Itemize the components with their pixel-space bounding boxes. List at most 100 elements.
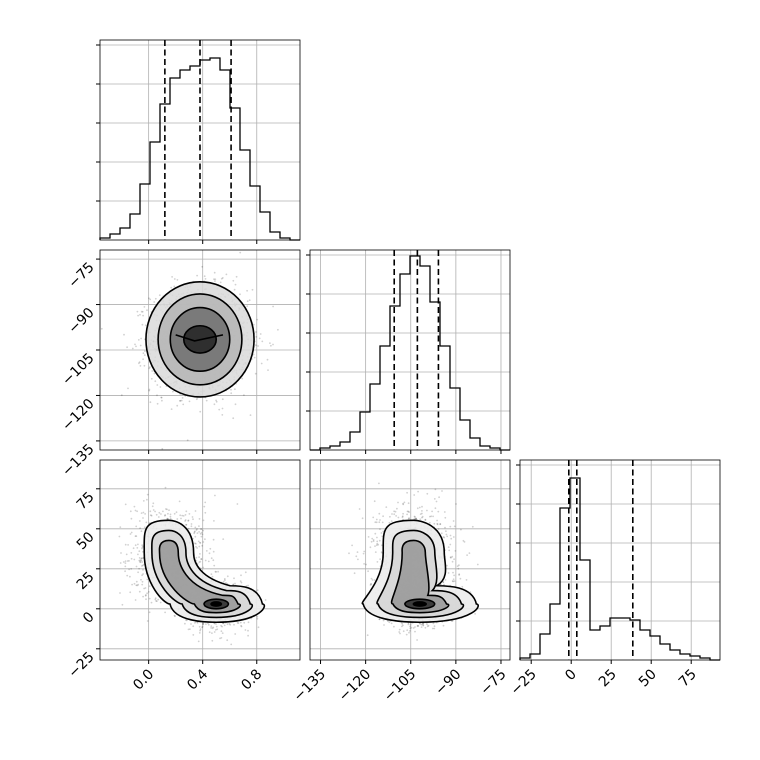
scatter-point [178, 500, 181, 503]
scatter-point [237, 622, 240, 624]
scatter-point [127, 387, 129, 390]
scatter-point [137, 571, 140, 574]
scatter-point [367, 570, 369, 573]
scatter-point [200, 558, 203, 560]
scatter-point [185, 523, 188, 526]
scatter-point [419, 518, 422, 521]
scatter-point [211, 627, 214, 630]
scatter-point [138, 520, 141, 522]
scatter-point [205, 623, 207, 625]
scatter-point [221, 414, 224, 416]
scatter-point [164, 486, 167, 489]
scatter-point [230, 392, 233, 395]
scatter-point [272, 305, 274, 308]
scatter-point [376, 536, 378, 539]
scatter-point [195, 542, 197, 545]
scatter-point [213, 631, 216, 633]
scatter-point [198, 561, 201, 563]
scatter-point [259, 333, 262, 335]
scatter-point [143, 306, 146, 308]
scatter-point [215, 571, 218, 573]
scatter-point [393, 625, 395, 628]
scatter-point [142, 550, 144, 553]
scatter-point [164, 514, 166, 517]
scatter-point [396, 507, 398, 510]
scatter-point [134, 509, 137, 512]
scatter-point [453, 558, 455, 561]
scatter-point [176, 518, 179, 520]
panel-scatter-1-0 [99, 249, 301, 451]
contour-2-0-1 [151, 529, 254, 619]
scatter-point [146, 493, 149, 496]
scatter-point [148, 388, 151, 391]
scatter-point [150, 601, 153, 604]
contour-1-0-2 [169, 306, 231, 373]
scatter-point [220, 630, 223, 633]
scatter-point [148, 389, 151, 392]
scatter-point [355, 555, 358, 558]
scatter-point [442, 581, 445, 583]
scatter-point [169, 515, 172, 518]
scatter-point [194, 542, 196, 545]
scatter-point [235, 275, 238, 278]
scatter-point [212, 559, 215, 562]
scatter-point [253, 356, 256, 359]
scatter-point [146, 498, 148, 501]
scatter-point [439, 523, 442, 525]
scatter-point [403, 501, 406, 504]
scatter-point [402, 503, 405, 506]
scatter-point [255, 344, 257, 347]
scatter-point [394, 510, 397, 513]
scatter-point [421, 516, 423, 519]
scatter-point [136, 310, 139, 313]
scatter-point [257, 345, 259, 347]
scatter-point [212, 538, 215, 541]
scatter-point [388, 621, 391, 624]
scatter-point [452, 520, 455, 522]
scatter-point [202, 622, 205, 625]
scatter-point [141, 580, 144, 583]
hist-1-steps [310, 255, 510, 451]
scatter-point [144, 324, 147, 327]
scatter-point [200, 531, 203, 534]
scatter-point [401, 515, 404, 518]
scatter-point [245, 585, 248, 587]
scatter-point [270, 344, 272, 347]
contour-2-0-peak [210, 601, 223, 607]
scatter-point [246, 305, 249, 307]
scatter-point [149, 401, 152, 404]
scatter-point [445, 530, 447, 533]
scatter-point [167, 518, 170, 520]
scatter-point [156, 394, 158, 397]
scatter-point [135, 565, 138, 568]
scatter-point [142, 511, 145, 514]
frame-scatter-2-0 [99, 459, 301, 661]
scatter-point [180, 399, 183, 402]
scatter-point [458, 573, 461, 576]
scatter-point [415, 518, 417, 520]
scatter-point [371, 537, 374, 540]
scatter-point [417, 625, 420, 627]
scatter-point [139, 313, 141, 316]
scatter-point [266, 358, 269, 361]
scatter-point [209, 547, 212, 550]
scatter-point [166, 508, 168, 511]
scatter-point [459, 577, 462, 580]
scatter-point [272, 343, 274, 346]
scatter-point [451, 560, 454, 563]
scatter-point [401, 625, 403, 628]
scatter-point [192, 518, 194, 521]
scatter-point [137, 583, 140, 586]
scatter-point [196, 532, 199, 534]
scatter-point [220, 637, 223, 639]
scatter-point [226, 575, 229, 578]
scatter-point [213, 564, 216, 567]
scatter-point [187, 519, 190, 522]
scatter-point [424, 519, 427, 521]
scatter-point [130, 517, 133, 520]
scatter-point [223, 624, 226, 627]
scatter-point [460, 528, 462, 531]
scatter-point [131, 583, 134, 586]
scatter-point [407, 517, 410, 520]
scatter-point [173, 614, 176, 617]
